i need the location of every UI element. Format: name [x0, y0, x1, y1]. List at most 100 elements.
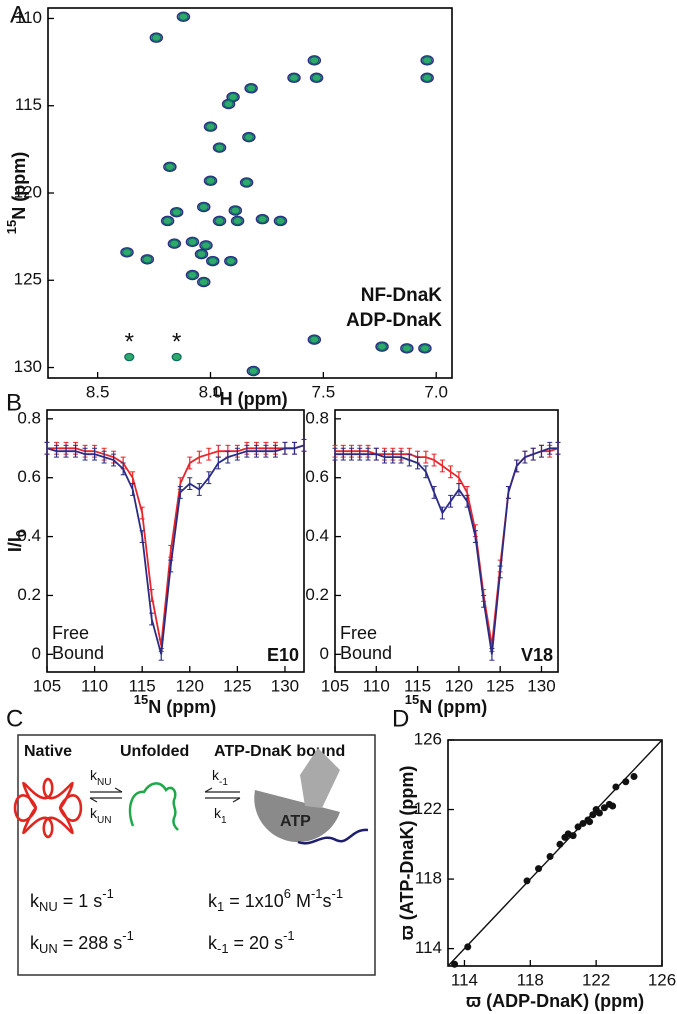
text-part: M — [291, 891, 311, 911]
point — [535, 865, 543, 873]
peak — [214, 143, 225, 152]
peak — [124, 352, 135, 362]
peak — [212, 215, 227, 227]
text-part: -1 — [102, 886, 114, 901]
point — [523, 877, 531, 885]
peak — [178, 12, 189, 21]
equation: k-1 = 20 s-1 — [208, 928, 295, 956]
panel-label: A — [10, 1, 26, 28]
text-part: UN — [39, 941, 58, 956]
y-tick-label: 0.6 — [305, 467, 329, 486]
peak — [140, 254, 155, 265]
text-part: = 1x10 — [224, 891, 284, 911]
text-part: NU — [97, 777, 112, 788]
text-part: -1 — [283, 928, 295, 943]
peak — [120, 247, 134, 258]
peak — [228, 205, 243, 216]
peak — [196, 249, 207, 259]
y-tick-label: 0.6 — [17, 467, 41, 486]
peak — [212, 142, 227, 153]
panel-label: C — [6, 705, 23, 732]
series-line — [46, 444, 305, 655]
legend-label: NF-DnaK — [361, 285, 443, 306]
peak — [422, 56, 433, 65]
y-tick-label: 122 — [414, 799, 442, 818]
x-tick-label: 8.0 — [199, 382, 223, 401]
state-label: Unfolded — [120, 743, 189, 760]
peak — [164, 162, 175, 172]
peak — [257, 214, 268, 224]
point — [600, 804, 608, 812]
y-tick-label: 0.4 — [305, 526, 329, 545]
peak — [223, 99, 234, 109]
peak — [196, 276, 211, 288]
point — [556, 840, 564, 848]
peak — [203, 175, 218, 187]
x-tick-label: 7.0 — [424, 382, 448, 401]
x-axis-label: 15N (ppm) — [405, 692, 487, 716]
peak — [422, 73, 433, 83]
peak — [121, 248, 133, 257]
text-part: = 20 s — [229, 933, 284, 953]
peak — [194, 248, 209, 260]
peak — [288, 73, 300, 83]
peak — [149, 32, 164, 43]
peak — [307, 55, 322, 66]
text-part: ϖ (ADP-DnaK) (ppm) — [466, 991, 644, 1011]
peak — [199, 240, 213, 251]
point — [546, 852, 554, 860]
text-part: 0 — [13, 530, 28, 537]
text-part: UN — [97, 815, 112, 826]
text-part: -1 — [332, 886, 344, 901]
plot-frame — [447, 739, 663, 967]
x-tick-label: 115 — [129, 676, 156, 695]
text-part: -1 — [219, 777, 228, 788]
equation: kUN = 288 s-1 — [30, 928, 134, 956]
identity-line — [447, 739, 663, 967]
text-part: = 288 s — [58, 933, 123, 953]
peak — [309, 72, 324, 84]
point — [586, 818, 594, 826]
panel-label: D — [392, 705, 409, 732]
x-axis-label: ϖ (ADP-DnaK) (ppm) — [466, 991, 644, 1011]
peak — [207, 256, 218, 266]
peak — [255, 213, 270, 225]
text-part: 1 — [217, 899, 224, 914]
y-tick-label: 115 — [15, 95, 42, 114]
text-part: k — [90, 805, 98, 821]
peak — [419, 344, 431, 353]
peak — [151, 33, 162, 42]
state-label: ATP-DnaK bound — [214, 743, 345, 760]
y-tick-label: 0.4 — [17, 526, 41, 545]
x-tick-label: 114 — [451, 970, 478, 989]
text-part: 6 — [284, 886, 291, 901]
peak — [273, 215, 288, 227]
y-tick-label: 120 — [14, 182, 42, 201]
text-part: k — [90, 767, 98, 783]
series-line — [335, 447, 558, 655]
peak — [214, 216, 225, 226]
x-tick-label: 115 — [404, 676, 431, 695]
peak — [248, 366, 259, 376]
dnak-lid — [300, 748, 340, 808]
rate-label: kNU — [90, 767, 112, 788]
point — [569, 832, 577, 840]
peak — [221, 98, 236, 110]
x-tick-label: 7.5 — [312, 382, 336, 401]
peak — [246, 365, 261, 377]
peak — [225, 256, 236, 266]
rate-label: k1 — [214, 805, 227, 826]
scheme-frame — [17, 734, 376, 976]
peak — [376, 342, 388, 351]
y-tick-label: 0.8 — [305, 408, 329, 427]
y-tick-label: 0 — [32, 644, 41, 663]
point — [574, 823, 582, 831]
state-label: Native — [24, 743, 72, 760]
text-part: 1 — [221, 815, 227, 826]
annotation: E10 — [267, 645, 299, 665]
x-tick-label: 110 — [81, 676, 108, 695]
peak — [309, 56, 320, 65]
peak — [246, 84, 257, 93]
y-tick-label: 0.2 — [305, 585, 329, 604]
